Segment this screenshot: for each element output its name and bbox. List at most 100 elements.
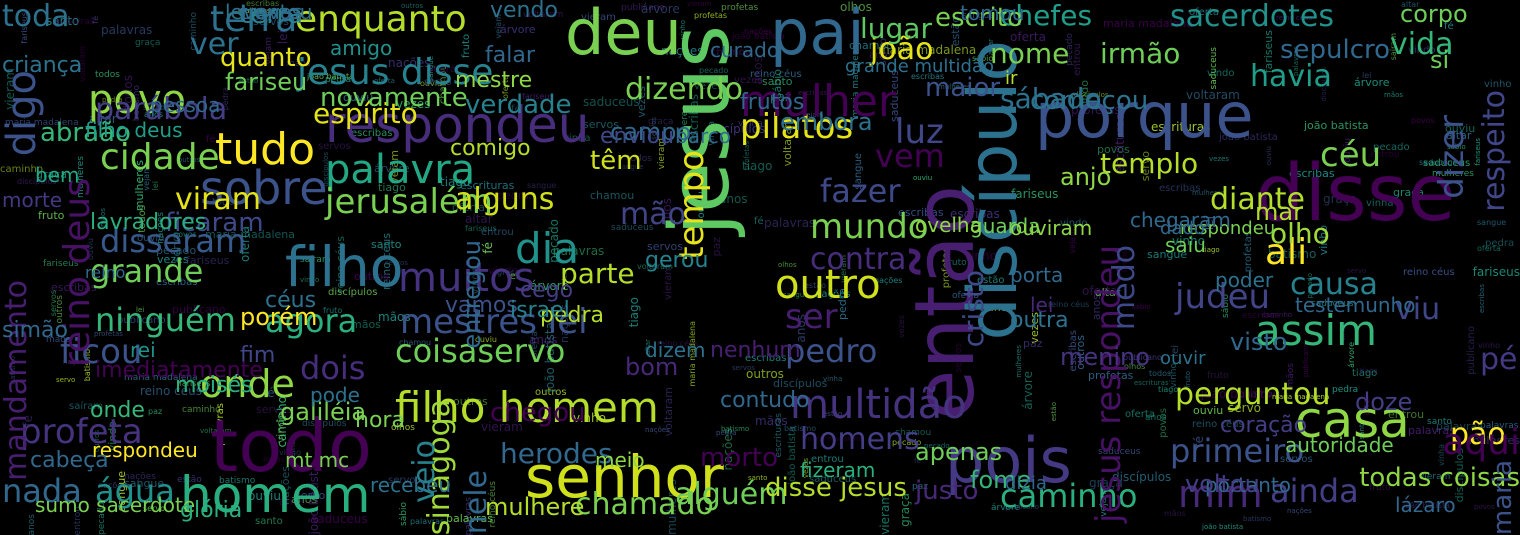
word-filler: vinho [279, 448, 301, 457]
word-filler: mãos [46, 335, 71, 345]
word-filler: joão batista [1304, 119, 1369, 132]
word-filler: escribas [745, 353, 787, 364]
word-filler: pedra [497, 189, 529, 202]
word: multidão [790, 382, 967, 428]
word-filler: vinho [1478, 341, 1500, 350]
word-filler: tiago [440, 175, 471, 189]
word-filler: escribas [1159, 183, 1201, 194]
word-filler: pecado [156, 244, 197, 257]
word: pai [770, 0, 865, 69]
word-filler: paz [770, 90, 792, 104]
word: bem [35, 163, 80, 187]
word-filler: paz [912, 482, 928, 492]
word: mim [1178, 472, 1263, 516]
word: diante [1210, 182, 1305, 217]
word-filler: reino céus [1403, 267, 1455, 278]
word-filler: voltaram [1186, 88, 1240, 102]
word-filler: vindo [1060, 218, 1088, 229]
word-filler: anos [279, 495, 306, 508]
word-filler: estão [1050, 402, 1058, 422]
word-filler: discípulos [328, 287, 378, 298]
word: mandamento [0, 280, 34, 481]
word: quanto [220, 43, 312, 73]
word-filler: servos [385, 259, 408, 267]
word: autoridade [1285, 433, 1394, 457]
word-filler: altar [465, 212, 493, 226]
word-filler: ouviu [343, 91, 374, 104]
word: viu [1395, 292, 1441, 327]
word-filler: todos [95, 70, 120, 80]
word-filler: árvore [1354, 76, 1390, 89]
word-filler: saíram [69, 401, 104, 412]
word-filler: vezes [396, 97, 431, 111]
word: pilatos [740, 107, 854, 147]
word: simão [2, 318, 68, 343]
word-filler: nações [744, 27, 773, 36]
word: disseram [100, 222, 247, 260]
word-filler: nações [388, 56, 431, 70]
word-filler: mulheres [1015, 345, 1023, 378]
word: tudo [215, 124, 315, 175]
word: porta [1010, 263, 1064, 287]
word-filler: povos [1411, 116, 1435, 125]
word-filler: estão [977, 275, 1005, 286]
word: todo [210, 404, 373, 488]
word: outra [1010, 308, 1069, 333]
word-filler: estão [823, 410, 843, 418]
word-filler: reino céus [1048, 300, 1090, 309]
word-filler: maria madalena [1103, 17, 1193, 30]
word: espírito [313, 97, 418, 130]
word-filler: escribas [950, 207, 1000, 221]
word: tempo [672, 150, 712, 260]
word-filler: tiago [1202, 246, 1220, 254]
word-filler: pedra [1485, 238, 1515, 249]
word: parábola [95, 92, 228, 127]
word: comigo [450, 136, 531, 161]
word-filler: profetas [721, 3, 759, 13]
word-filler: olhos [778, 261, 797, 269]
word: agora [265, 302, 358, 340]
word-filler: discípulos [302, 419, 347, 429]
word-filler: joão batista [732, 32, 785, 42]
word-filler: sábio [1132, 303, 1151, 311]
word-filler: lei [1362, 71, 1372, 80]
word: tomou [960, 1, 1025, 25]
word-filler: batismo [784, 424, 817, 433]
word: cristo [957, 270, 990, 348]
word-filler: publicano [1123, 353, 1162, 362]
word: fome [970, 466, 1032, 494]
word-filler: vezes [1209, 155, 1230, 163]
word-filler: caminho [182, 405, 221, 415]
word: respondeu [1180, 218, 1276, 239]
word: cego [520, 278, 574, 303]
word: sacerdotes [1170, 0, 1335, 34]
word-filler: escrituras [1134, 379, 1169, 387]
word: joão [870, 32, 934, 67]
word: chamado [575, 487, 714, 522]
word-filler: pedra [325, 75, 352, 85]
word: mão [620, 197, 686, 232]
word-filler: anos [987, 301, 1014, 314]
word: cidade [100, 137, 220, 178]
word-filler: voltaram [200, 427, 232, 435]
word-filler: vindo [488, 264, 519, 277]
word: sepulcro [1280, 35, 1391, 65]
word-filler: reino céus [1192, 419, 1244, 430]
word-filler: vinha [563, 133, 591, 144]
word: pé [1480, 342, 1518, 377]
word-filler: árvore [500, 23, 536, 36]
word-filler: outros [535, 387, 567, 398]
word: porque [1035, 79, 1254, 152]
word-filler: chamou [711, 47, 752, 58]
word-filler: tiago [1360, 367, 1378, 375]
word-filler: publicano [1466, 326, 1477, 375]
word-filler: ouviu [420, 79, 442, 88]
word: morte [2, 188, 63, 212]
word-filler: ouviu [913, 174, 933, 182]
word: deu [565, 0, 682, 69]
word-filler: batismo [721, 425, 750, 433]
word-filler: pecado [1373, 142, 1410, 153]
word: coração [1220, 413, 1308, 438]
word-filler: fé [754, 216, 764, 227]
word: disse [1255, 149, 1456, 239]
